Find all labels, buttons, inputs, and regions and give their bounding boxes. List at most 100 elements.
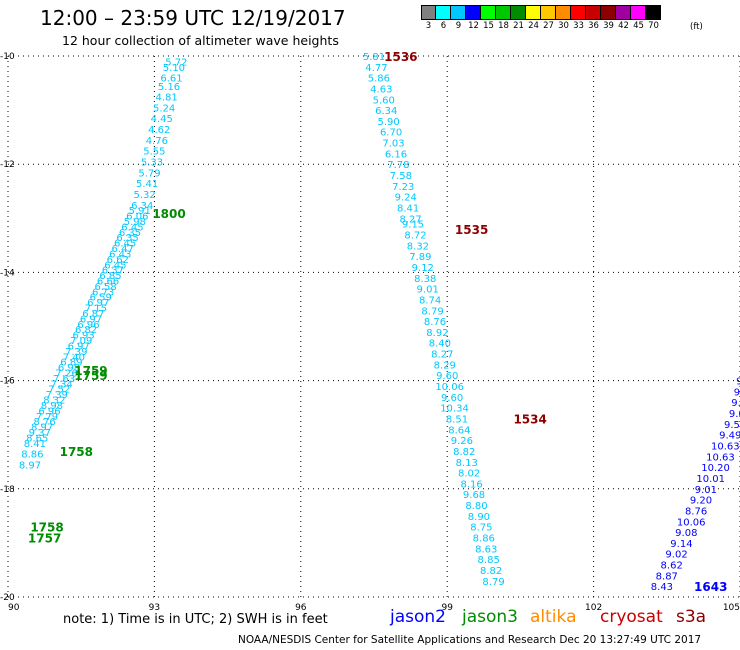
swh-data-label: 8.29 [434, 360, 456, 371]
swh-data-label: 8.75 [470, 523, 492, 534]
swh-data-label: 6.62 [107, 255, 129, 266]
swh-data-label: 8.97 [19, 460, 41, 471]
swh-data-label: 8.64 [448, 425, 470, 436]
swh-data-label: 9.20 [690, 496, 712, 507]
swh-data-label: 9.21 [731, 398, 740, 409]
y-tick-label: -16 [0, 377, 15, 387]
legend-swatch [466, 5, 481, 20]
swh-data-label: 6.96 [38, 406, 60, 417]
swh-data-label: 6.93 [73, 331, 95, 342]
swh-data-label: 9.37 [29, 428, 51, 439]
swh-data-label: 8.51 [446, 414, 468, 425]
swh-data-label: 7.79 [36, 412, 58, 423]
swh-data-label: 5.86 [368, 74, 390, 85]
satellite-cryosat-label: cryosat [600, 607, 663, 627]
swh-data-label: 10.01 [696, 474, 725, 485]
legend-label: 9 [455, 21, 462, 31]
pass-time-label: 1757 [28, 531, 61, 545]
swh-data-label: 6.96 [77, 320, 99, 331]
swh-data-label: 7.39 [46, 390, 68, 401]
legend-swatches [421, 5, 661, 20]
swh-data-label: 7.63 [53, 374, 75, 385]
swh-data-label: 9.68 [463, 490, 485, 501]
legend-label: 3 [425, 21, 432, 31]
swh-data-label: 8.27 [399, 214, 421, 225]
swh-data-label: 6.59 [90, 293, 112, 304]
legend-label: 27 [543, 21, 554, 31]
swh-data-label: 7.58 [390, 171, 412, 182]
swh-data-label: 6.85 [99, 271, 121, 282]
swh-data-label: 6.97 [68, 341, 90, 352]
swh-data-label: 9.01 [695, 485, 717, 496]
swh-data-label: 7.03 [382, 139, 404, 150]
swh-data-label: 6.43 [109, 249, 131, 260]
legend-label: 70 [648, 21, 659, 31]
swh-data-label: 8.13 [456, 458, 478, 469]
pass-time-label: 1536 [384, 50, 417, 64]
swh-data-label: 6.35 [116, 233, 138, 244]
legend-swatch [556, 5, 571, 20]
swh-data-label: 6.06 [126, 212, 148, 223]
swh-data-label: 8.43 [651, 582, 673, 593]
swh-data-label: 9.12 [412, 263, 434, 274]
pass-time-label: 1800 [152, 207, 185, 221]
swh-data-label: 5.24 [153, 103, 175, 114]
color-legend: 3 6 9 12 15 18 21 24 27 30 33 36 39 42 45 70 [421, 5, 661, 31]
swh-data-label: 9.40 [734, 387, 740, 398]
swh-data-label: 7.89 [409, 252, 431, 263]
legend-label: 42 [618, 21, 629, 31]
legend-unit: (ft) [690, 22, 703, 32]
swh-data-label: 4.77 [365, 63, 387, 74]
swh-data-label: 5.91 [129, 206, 151, 217]
x-tick-label: 99 [441, 603, 453, 613]
swh-data-label: 8.86 [21, 450, 43, 461]
swh-data-label: 8.41 [24, 439, 46, 450]
pass-time-label: 1535 [455, 223, 488, 237]
swh-data-label: 8.79 [421, 306, 443, 317]
swh-data-label: 8.76 [424, 317, 446, 328]
pass-time-label: 1643 [694, 580, 727, 594]
y-tick-label: -10 [0, 52, 15, 62]
x-tick-label: 96 [295, 603, 307, 613]
swh-data-label: 7.26 [55, 368, 77, 379]
swh-data-label: 10.63 [706, 452, 735, 463]
swh-data-label: 10.34 [440, 404, 469, 415]
page-title: 12:00 – 23:59 UTC 12/19/2017 [40, 6, 346, 30]
swh-data-label: 10.06 [435, 382, 464, 393]
swh-data-label: 4.62 [148, 125, 170, 136]
swh-data-label: 8.32 [43, 396, 65, 407]
legend-label: 12 [468, 21, 479, 31]
swh-data-label: 8.80 [465, 501, 487, 512]
footer-credit: NOAA/NESDIS Center for Satellite Applica… [238, 634, 702, 646]
swh-data-label: 5.81 [363, 52, 385, 63]
swh-data-label: 9.15 [402, 220, 424, 231]
y-tick-label: -20 [0, 593, 15, 603]
swh-data-label: 9.54 [724, 420, 740, 431]
legend-swatch [526, 5, 541, 20]
swh-data-label: 9.01 [417, 285, 439, 296]
swh-data-label: 5.10 [163, 63, 185, 74]
swh-data-label: 6.45 [121, 222, 143, 233]
pass-time-label: 1759 [74, 364, 107, 378]
swh-data-label: 6.45 [114, 239, 136, 250]
legend-swatch [601, 5, 616, 20]
swh-data-label: 9.26 [451, 436, 473, 447]
swh-data-label: 4.45 [151, 114, 173, 125]
swh-data-label: 6.87 [82, 309, 104, 320]
x-tick-label: 90 [8, 603, 20, 613]
swh-data-label: 8.86 [473, 533, 495, 544]
swh-data-label: 9.14 [670, 539, 692, 550]
legend-swatch [631, 5, 646, 20]
swh-data-label: 8.97 [31, 423, 53, 434]
swh-data-label: 8.82 [453, 447, 475, 458]
swh-data-label: 6.34 [131, 201, 153, 212]
legend-swatch [511, 5, 526, 20]
legend-swatch [571, 5, 586, 20]
swh-data-label: 8.02 [458, 469, 480, 480]
swh-data-label: 6.73 [92, 287, 114, 298]
swh-data-label: 9.60 [436, 371, 458, 382]
legend-label: 15 [483, 21, 494, 31]
swh-data-label: 8.72 [404, 231, 426, 242]
swh-data-label: 8.40 [429, 339, 451, 350]
